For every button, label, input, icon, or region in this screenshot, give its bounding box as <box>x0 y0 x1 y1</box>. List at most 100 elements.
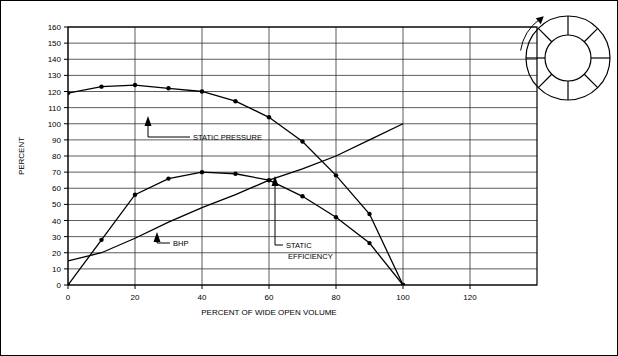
series-line <box>68 172 403 285</box>
fan-blade <box>591 57 610 58</box>
y-tick-label: 160 <box>48 23 62 32</box>
series-label: STATIC EFFICIENCY <box>286 241 333 261</box>
x-tick-label: 120 <box>463 293 477 302</box>
series-label: STATIC PRESSURE <box>193 133 262 142</box>
series-marker <box>300 194 304 198</box>
x-tick <box>336 285 337 289</box>
y-grid-line <box>68 59 537 60</box>
y-grid-line <box>68 220 537 221</box>
fan-blade <box>538 74 551 87</box>
series-label: BHP <box>173 239 188 248</box>
x-tick <box>135 285 136 289</box>
fan-blade <box>567 16 568 35</box>
y-grid-line <box>68 156 537 157</box>
y-tick <box>64 252 68 253</box>
y-tick <box>64 27 68 28</box>
x-tick <box>403 285 404 289</box>
y-tick <box>64 285 68 286</box>
series-marker <box>267 178 271 182</box>
series-marker <box>267 115 271 119</box>
y-tick <box>64 59 68 60</box>
y-tick-label: 20 <box>52 249 61 258</box>
x-tick-label: 60 <box>265 293 274 302</box>
y-tick <box>64 139 68 140</box>
series-marker <box>166 176 170 180</box>
series-callout: STATIC PRESSURE <box>145 116 262 142</box>
x-tick <box>68 285 69 289</box>
x-grid-line <box>269 27 270 285</box>
y-tick <box>64 123 68 124</box>
y-tick-label: 70 <box>52 168 61 177</box>
x-grid-line <box>403 27 404 285</box>
y-tick-label: 120 <box>48 88 62 97</box>
y-tick <box>64 268 68 269</box>
series-line <box>68 124 403 261</box>
fan-blade <box>584 74 597 87</box>
y-tick-label: 90 <box>52 136 61 145</box>
fan-inner <box>545 35 591 81</box>
plot-frame <box>68 27 537 285</box>
y-grid-line <box>68 107 537 108</box>
series-marker <box>367 241 371 245</box>
y-tick-label: 140 <box>48 55 62 64</box>
y-grid-line <box>68 91 537 92</box>
y-tick <box>64 91 68 92</box>
series-callout: STATIC EFFICIENCY <box>272 176 333 261</box>
y-grid-line <box>68 172 537 173</box>
series-marker <box>166 86 170 90</box>
series-marker <box>300 139 304 143</box>
y-tick-label: 100 <box>48 120 62 129</box>
x-tick-label: 40 <box>198 293 207 302</box>
series-marker <box>334 173 338 177</box>
fan-outer <box>526 16 610 100</box>
rotation-arrow <box>521 19 540 50</box>
x-tick <box>269 285 270 289</box>
fan-blade <box>584 28 597 41</box>
series-marker <box>133 83 137 87</box>
y-grid-line <box>68 123 537 124</box>
y-tick-label: 10 <box>52 265 61 274</box>
y-tick-label: 110 <box>48 104 61 113</box>
y-tick <box>64 172 68 173</box>
series-marker <box>401 283 405 285</box>
series-marker <box>99 238 103 242</box>
fan-icon <box>521 16 610 100</box>
fan-blade <box>567 81 568 100</box>
callout-line <box>148 122 190 137</box>
y-grid-line <box>68 204 537 205</box>
series-marker <box>334 215 338 219</box>
series-marker <box>367 212 371 216</box>
x-grid-line <box>135 27 136 285</box>
series-callout: BHP <box>154 232 189 248</box>
y-tick-label: 130 <box>48 71 62 80</box>
y-tick-label: 30 <box>52 233 61 242</box>
y-tick <box>64 236 68 237</box>
series-marker <box>200 170 204 174</box>
x-tick-label: 0 <box>66 293 71 302</box>
series-marker <box>133 193 137 197</box>
series-label-line: STATIC <box>286 241 312 250</box>
y-tick <box>64 188 68 189</box>
y-tick <box>64 43 68 44</box>
y-tick-label: 150 <box>48 39 62 48</box>
y-tick <box>64 107 68 108</box>
callout-arrowhead <box>145 116 152 126</box>
rotation-arrowhead <box>536 16 544 24</box>
y-tick-label: 80 <box>52 152 61 161</box>
series-marker <box>68 283 70 285</box>
x-tick <box>202 285 203 289</box>
series-marker <box>99 84 103 88</box>
x-grid-line <box>202 27 203 285</box>
x-tick-label: 80 <box>332 293 341 302</box>
callout-arrowhead <box>272 176 279 186</box>
data-group <box>68 83 405 285</box>
fan-blade <box>526 57 545 58</box>
x-grid-line <box>470 27 471 285</box>
y-tick-label: 50 <box>52 200 61 209</box>
x-tick <box>470 285 471 289</box>
fan-blade <box>538 28 551 41</box>
series-marker <box>68 91 70 95</box>
callout-line <box>275 182 283 245</box>
y-tick-label: 40 <box>52 217 61 226</box>
y-grid-line <box>68 268 537 269</box>
